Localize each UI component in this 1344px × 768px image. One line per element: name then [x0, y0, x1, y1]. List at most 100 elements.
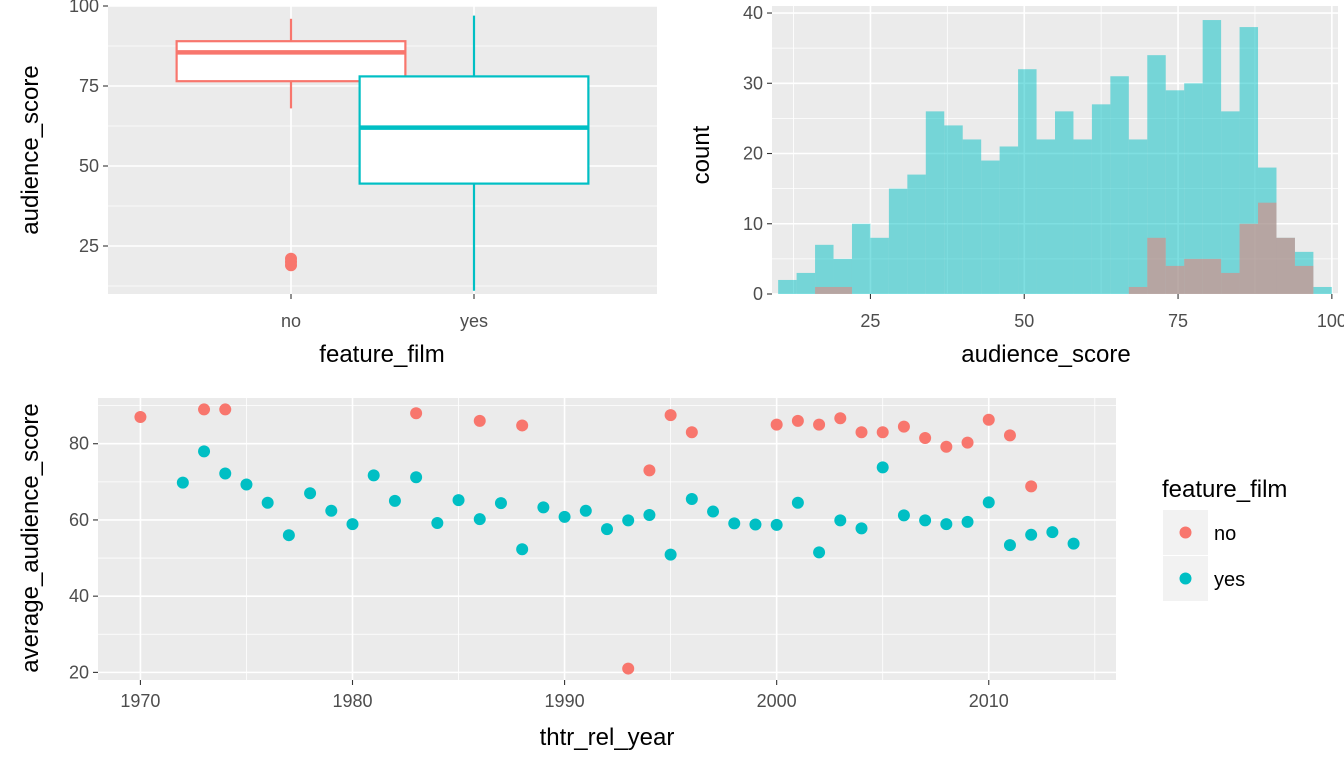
scatter-point-yes [855, 522, 868, 535]
histogram-bar-yes [981, 160, 1000, 294]
scatter-x-axis-title: thtr_rel_year [540, 724, 675, 751]
scatter-point-no [643, 464, 656, 477]
scatter-y-tick-label: 20 [69, 662, 89, 682]
scatter-point-yes [240, 478, 253, 491]
scatter-point-yes [388, 494, 401, 507]
histogram-x-tick-label: 25 [860, 311, 880, 331]
legend-title: feature_film [1162, 476, 1287, 503]
histogram-axes: 0 10 20 30 40 25 50 75 100 [743, 3, 1344, 331]
boxplot-y-tick-label: 75 [79, 76, 99, 96]
scatter-point-yes [834, 514, 847, 527]
histogram-bar-yes [1110, 76, 1129, 295]
scatter-point-no [685, 426, 698, 439]
histogram-bar-yes [815, 244, 834, 294]
scatter-point-yes [558, 510, 571, 523]
histogram-bar-yes [1018, 69, 1037, 294]
scatter-point-yes [919, 514, 932, 527]
scatter-point-yes [813, 546, 826, 559]
boxplot-x-tick-label: yes [460, 311, 488, 331]
scatter-x-tick-label: 2010 [969, 691, 1009, 711]
scatter-point-yes [176, 476, 189, 489]
scatter-x-tick-label: 1970 [120, 691, 160, 711]
histogram-y-tick-label: 40 [743, 3, 763, 23]
histogram-bar-yes [778, 279, 797, 294]
boxplot-box-yes [358, 75, 590, 185]
histogram-bar-yes [1073, 139, 1092, 294]
scatter-point-yes [198, 445, 211, 458]
histogram-bar-yes [999, 146, 1019, 294]
histogram-bar-yes [1036, 139, 1055, 294]
scatter-points [134, 403, 1080, 675]
scatter-point-no [770, 418, 783, 431]
scatter-point-yes [961, 515, 974, 528]
boxplot-panel: 25 50 75 100 no yes feature_film audience_sco… [17, 0, 657, 368]
scatter-point-yes [219, 467, 232, 480]
scatter-point-yes [494, 497, 507, 510]
scatter-point-yes [1025, 528, 1038, 541]
histogram-bar-yes [833, 258, 852, 294]
scatter-point-yes [579, 504, 592, 517]
scatter-point-no [473, 414, 486, 427]
histogram-bars [778, 20, 1332, 295]
scatter-point-no [516, 419, 529, 432]
histogram-bar-yes [1055, 111, 1074, 295]
histogram-panel: 0 10 20 30 40 25 50 75 100 audience_score count [688, 3, 1344, 368]
histogram-x-tick-label: 100 [1317, 311, 1344, 331]
scatter-point-yes [749, 518, 762, 531]
scatter-point-yes [1046, 526, 1059, 539]
histogram-bar-yes [1165, 90, 1185, 294]
scatter-point-yes [707, 505, 720, 518]
histogram-bar-yes [796, 272, 816, 294]
legend-key-no [1179, 526, 1192, 539]
histogram-bar-yes [925, 111, 945, 295]
histogram-bar-no [1128, 286, 1148, 294]
scatter-y-tick-label: 60 [69, 510, 89, 530]
histogram-bar-yes [851, 223, 871, 294]
scatter-point-yes [537, 501, 550, 514]
scatter-point-yes [304, 487, 317, 500]
scatter-point-yes [770, 518, 783, 531]
scatter-x-tick-label: 1980 [332, 691, 372, 711]
legend-label-yes: yes [1214, 569, 1245, 591]
scatter-point-yes [346, 518, 359, 531]
boxplot-x-tick-label: no [281, 311, 301, 331]
scatter-panel: 20 40 60 80 1970 1980 1990 2000 2010 thtr_rel_ye… [17, 398, 1116, 751]
histogram-x-axis-title: audience_score [961, 341, 1130, 368]
scatter-point-yes [664, 548, 677, 561]
histogram-bar-no [815, 286, 834, 294]
scatter-point-no [219, 403, 232, 416]
scatter-point-yes [1003, 539, 1016, 552]
scatter-point-no [791, 414, 804, 427]
scatter-point-no [1025, 480, 1038, 493]
boxplot-marks [175, 15, 590, 291]
scatter-point-yes [940, 518, 953, 531]
scatter-point-no [622, 662, 635, 675]
histogram-bar-no [1147, 237, 1166, 294]
scatter-axes: 20 40 60 80 1970 1980 1990 2000 2010 [69, 434, 1009, 711]
histogram-bar-no [1221, 272, 1240, 294]
histogram-bar-yes [870, 237, 889, 294]
scatter-x-tick-label: 2000 [757, 691, 797, 711]
boxplot-y-tick-label: 100 [69, 0, 99, 16]
scatter-point-no [961, 436, 974, 449]
scatter-y-axis-title: average_audience_score [17, 403, 44, 673]
legend: feature_film no yes [1162, 476, 1287, 601]
scatter-point-no [198, 403, 211, 416]
legend-key-yes [1179, 572, 1192, 585]
scatter-point-yes [410, 471, 423, 484]
histogram-y-tick-label: 0 [753, 284, 763, 304]
scatter-point-yes [728, 517, 741, 530]
scatter-point-no [897, 420, 910, 433]
boxplot-y-tick-label: 25 [79, 236, 99, 256]
scatter-point-yes [982, 496, 995, 509]
scatter-point-yes [622, 514, 635, 527]
histogram-bar-yes [907, 174, 926, 294]
scatter-point-yes [261, 496, 274, 509]
scatter-point-no [855, 426, 868, 439]
histogram-x-tick-label: 75 [1168, 311, 1188, 331]
legend-label-no: no [1214, 523, 1236, 545]
scatter-point-yes [325, 504, 338, 517]
histogram-bar-no [833, 286, 852, 294]
scatter-point-yes [897, 509, 910, 522]
scatter-point-yes [431, 516, 444, 529]
